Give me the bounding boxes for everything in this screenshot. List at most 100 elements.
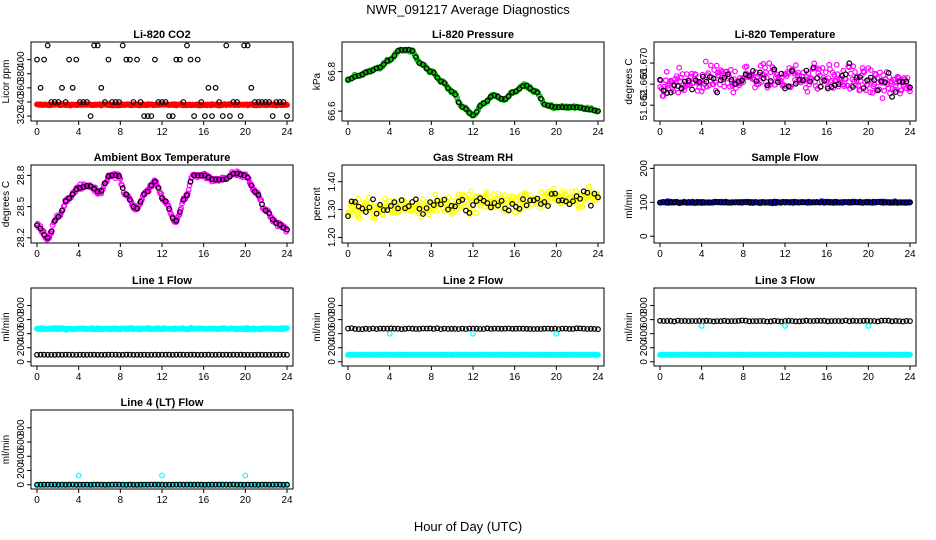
xtick-label: 20 bbox=[863, 372, 875, 383]
ytick-label: 0 bbox=[639, 233, 650, 239]
ytick-label: 400 bbox=[16, 51, 27, 68]
panel-frame-line4 bbox=[30, 409, 294, 490]
point-black bbox=[398, 47, 405, 53]
point-black bbox=[470, 202, 476, 209]
point-black bbox=[857, 74, 863, 80]
point-black bbox=[875, 199, 881, 206]
point-black bbox=[789, 68, 795, 74]
point-black bbox=[348, 325, 355, 332]
point-black bbox=[498, 95, 505, 102]
point-black bbox=[710, 318, 717, 325]
point-black bbox=[34, 481, 40, 488]
point-black bbox=[430, 326, 437, 332]
panel-ylabel-pressure: kPa bbox=[312, 72, 323, 90]
point-black bbox=[184, 42, 190, 49]
point-black bbox=[134, 481, 140, 488]
point-black bbox=[355, 326, 362, 333]
point-black bbox=[141, 481, 148, 488]
point-black bbox=[810, 199, 817, 206]
panel-title-rh: Gas Stream RH bbox=[433, 152, 513, 164]
point-black bbox=[488, 326, 494, 332]
point-black bbox=[696, 78, 703, 85]
point-black bbox=[244, 42, 251, 49]
point-black bbox=[584, 326, 591, 332]
ytick-label: 0 bbox=[639, 359, 650, 365]
panel-ylabel-line4: ml/min bbox=[1, 435, 12, 464]
xtick-label: 16 bbox=[198, 249, 210, 260]
xtick-label: 4 bbox=[387, 127, 393, 138]
ytick-label: 400 bbox=[16, 325, 27, 342]
point-black bbox=[34, 222, 40, 229]
xtick-label: 4 bbox=[76, 495, 82, 506]
point-black bbox=[796, 76, 803, 83]
point-black bbox=[52, 217, 58, 224]
point-black bbox=[828, 199, 835, 206]
point-black bbox=[116, 99, 122, 105]
point-black bbox=[682, 318, 688, 324]
xtick-label: 24 bbox=[904, 372, 916, 383]
panel-line3: Line 3 Flow ml/min 0 4 8 12 16 20 24 0 20040060080… bbox=[624, 275, 917, 383]
point-black bbox=[420, 325, 426, 332]
point-black bbox=[52, 351, 58, 358]
point-magenta bbox=[804, 88, 811, 95]
point-black bbox=[448, 325, 455, 332]
point-black bbox=[588, 202, 594, 209]
point-black bbox=[839, 199, 845, 206]
point-black bbox=[259, 481, 265, 488]
point-black bbox=[166, 351, 173, 358]
panel-ylabel-boxtemp: degrees C bbox=[1, 181, 12, 227]
xtick-label: 4 bbox=[699, 127, 705, 138]
point-magenta bbox=[852, 69, 858, 75]
xtick-label: 16 bbox=[821, 372, 833, 383]
point-black bbox=[144, 113, 151, 119]
point-black bbox=[116, 351, 122, 358]
point-black bbox=[234, 351, 240, 358]
panel-frame-boxtemp bbox=[30, 164, 294, 244]
point-yellow bbox=[449, 210, 456, 217]
panel-ylabel-sample: ml/min bbox=[624, 189, 635, 218]
point-black bbox=[682, 78, 688, 85]
xtick-label: 0 bbox=[34, 249, 40, 260]
xtick-label: 16 bbox=[509, 249, 521, 260]
point-magenta bbox=[697, 80, 704, 87]
point-black bbox=[184, 351, 190, 358]
series-temp bbox=[657, 58, 913, 102]
point-black bbox=[842, 71, 849, 78]
point-black bbox=[746, 199, 753, 206]
point-black bbox=[714, 318, 720, 325]
point-black bbox=[775, 79, 781, 86]
point-black bbox=[255, 99, 262, 105]
point-black bbox=[703, 317, 710, 324]
point-black bbox=[91, 481, 97, 488]
point-magenta bbox=[766, 60, 773, 67]
point-yellow bbox=[550, 185, 557, 192]
point-black bbox=[112, 99, 119, 105]
point-black bbox=[717, 199, 724, 206]
point-black bbox=[477, 102, 484, 109]
point-black bbox=[445, 206, 451, 213]
point-black bbox=[477, 326, 484, 332]
point-black bbox=[230, 99, 237, 105]
point-black bbox=[69, 481, 76, 488]
point-black bbox=[380, 325, 387, 332]
point-black bbox=[345, 213, 351, 220]
point-black bbox=[714, 199, 720, 206]
point-black bbox=[180, 351, 187, 358]
point-black bbox=[119, 185, 126, 191]
point-black bbox=[520, 83, 526, 89]
point-black bbox=[545, 203, 551, 209]
ytick-label: 66.6 bbox=[327, 101, 338, 121]
point-black bbox=[69, 191, 76, 198]
point-black bbox=[767, 78, 774, 84]
series-line2 bbox=[345, 325, 601, 358]
point-black bbox=[262, 99, 269, 105]
point-magenta bbox=[867, 89, 873, 95]
xtick-label: 4 bbox=[76, 249, 82, 260]
point-black bbox=[682, 199, 688, 206]
point-black bbox=[692, 318, 699, 324]
xtick-label: 24 bbox=[592, 372, 604, 383]
point-black bbox=[767, 318, 774, 325]
point-black bbox=[251, 351, 258, 358]
point-black bbox=[37, 84, 44, 91]
point-black bbox=[144, 351, 151, 358]
